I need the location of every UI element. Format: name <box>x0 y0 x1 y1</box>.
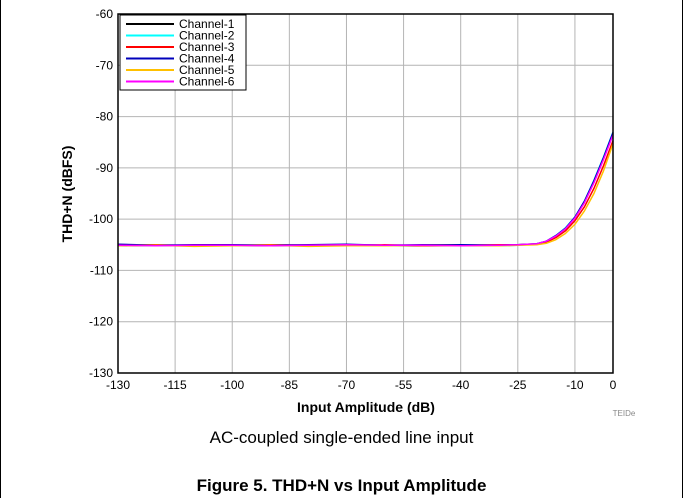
y-tick-label: -100 <box>89 212 113 226</box>
series-line-channel-5 <box>118 144 613 247</box>
series-line-channel-6 <box>118 135 613 246</box>
x-tick-label: -10 <box>566 378 584 392</box>
legend: Channel-1Channel-2Channel-3Channel-4Chan… <box>120 15 246 90</box>
y-axis-label: THD+N (dBFS) <box>59 146 75 243</box>
x-tick-label: -130 <box>106 378 130 392</box>
figure-title: Figure 5. THD+N vs Input Amplitude <box>0 476 683 496</box>
series-line-channel-4 <box>118 132 613 245</box>
x-tick-label: -25 <box>509 378 527 392</box>
figure-id-label: TEIDe <box>613 409 636 418</box>
x-tick-label: -115 <box>164 378 187 392</box>
series-line-channel-3 <box>118 141 613 246</box>
x-tick-label: -40 <box>452 378 470 392</box>
series-lines <box>118 132 613 246</box>
legend-label: Channel-6 <box>179 75 235 89</box>
y-tick-label: -130 <box>89 366 113 380</box>
y-tick-label: -110 <box>90 263 113 277</box>
y-tick-label: -90 <box>96 161 114 175</box>
y-tick-label: -120 <box>89 315 113 329</box>
x-tick-label: -100 <box>220 378 244 392</box>
y-tick-label: -70 <box>96 58 114 72</box>
thdn-chart: -130 -115 -100 -85 -70 -55 -40 -25 -10 0-60-70-80… <box>0 0 683 420</box>
chart-caption: AC-coupled single-ended line input <box>0 428 683 448</box>
x-tick-label: -55 <box>395 378 413 392</box>
y-tick-label: -60 <box>96 7 114 21</box>
series-line-channel-2 <box>118 132 613 246</box>
x-axis-label: Input Amplitude (dB) <box>297 399 435 415</box>
x-tick-label: -70 <box>338 378 356 392</box>
y-tick-label: -80 <box>96 110 114 124</box>
x-tick-label: 0 <box>610 378 617 392</box>
x-tick-label: -85 <box>281 378 299 392</box>
series-line-channel-1 <box>118 134 613 246</box>
